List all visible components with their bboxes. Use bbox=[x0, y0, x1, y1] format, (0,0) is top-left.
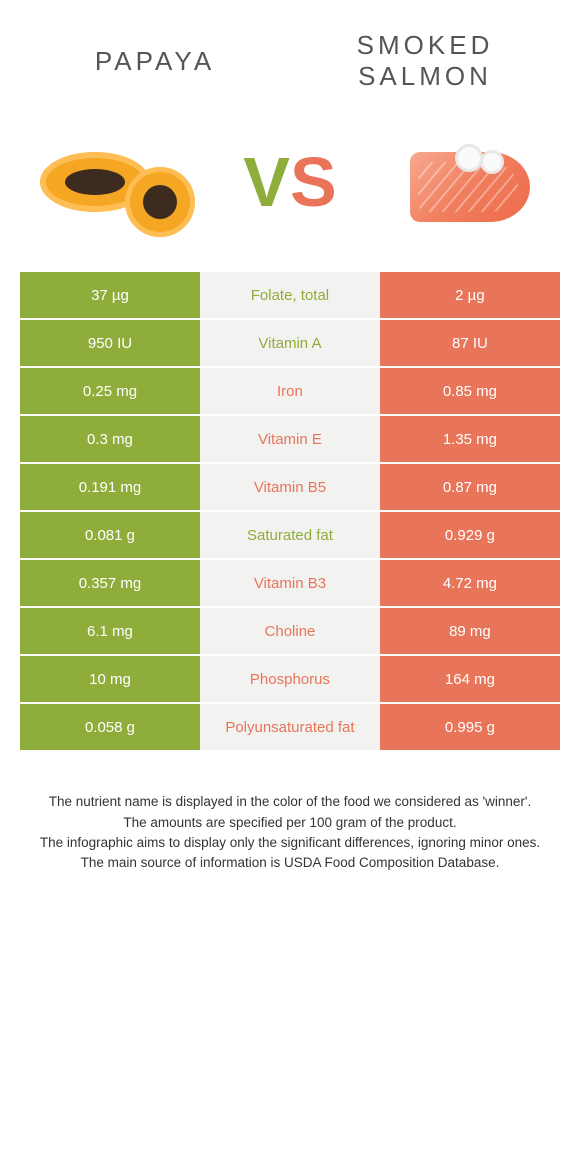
right-value: 2 µg bbox=[380, 272, 560, 318]
left-title: PAPAYA bbox=[34, 46, 277, 77]
table-row: 950 IUVitamin A87 IU bbox=[20, 320, 560, 368]
nutrient-label: Polyunsaturated fat bbox=[200, 704, 380, 750]
footer-notes: The nutrient name is displayed in the co… bbox=[0, 752, 580, 893]
table-row: 0.058 gPolyunsaturated fat0.995 g bbox=[20, 704, 560, 752]
right-value: 1.35 mg bbox=[380, 416, 560, 462]
vs-label: VS bbox=[243, 142, 336, 222]
nutrient-label: Saturated fat bbox=[200, 512, 380, 558]
table-row: 0.25 mgIron0.85 mg bbox=[20, 368, 560, 416]
papaya-image bbox=[30, 122, 200, 242]
footer-line: The nutrient name is displayed in the co… bbox=[30, 792, 550, 812]
left-value: 0.191 mg bbox=[20, 464, 200, 510]
nutrient-label: Phosphorus bbox=[200, 656, 380, 702]
table-row: 10 mgPhosphorus164 mg bbox=[20, 656, 560, 704]
footer-line: The infographic aims to display only the… bbox=[30, 833, 550, 853]
nutrient-label: Folate, total bbox=[200, 272, 380, 318]
right-value: 87 IU bbox=[380, 320, 560, 366]
salmon-image bbox=[380, 122, 550, 242]
left-value: 950 IU bbox=[20, 320, 200, 366]
left-value: 0.25 mg bbox=[20, 368, 200, 414]
table-row: 0.081 gSaturated fat0.929 g bbox=[20, 512, 560, 560]
vs-v: V bbox=[243, 143, 290, 221]
table-row: 0.191 mgVitamin B50.87 mg bbox=[20, 464, 560, 512]
right-value: 0.929 g bbox=[380, 512, 560, 558]
table-row: 6.1 mgCholine89 mg bbox=[20, 608, 560, 656]
table-row: 0.357 mgVitamin B34.72 mg bbox=[20, 560, 560, 608]
nutrient-label: Vitamin B3 bbox=[200, 560, 380, 606]
title-row: PAPAYA SMOKED SALMON bbox=[0, 0, 580, 112]
table-row: 37 µgFolate, total2 µg bbox=[20, 272, 560, 320]
left-value: 0.058 g bbox=[20, 704, 200, 750]
left-value: 0.3 mg bbox=[20, 416, 200, 462]
footer-line: The main source of information is USDA F… bbox=[30, 853, 550, 873]
right-title: SMOKED SALMON bbox=[304, 30, 547, 92]
vs-s: S bbox=[290, 143, 337, 221]
footer-line: The amounts are specified per 100 gram o… bbox=[30, 813, 550, 833]
table-row: 0.3 mgVitamin E1.35 mg bbox=[20, 416, 560, 464]
nutrient-label: Vitamin E bbox=[200, 416, 380, 462]
right-value: 0.85 mg bbox=[380, 368, 560, 414]
right-value: 0.87 mg bbox=[380, 464, 560, 510]
nutrient-label: Vitamin A bbox=[200, 320, 380, 366]
right-value: 89 mg bbox=[380, 608, 560, 654]
left-value: 37 µg bbox=[20, 272, 200, 318]
right-value: 164 mg bbox=[380, 656, 560, 702]
left-value: 10 mg bbox=[20, 656, 200, 702]
nutrient-label: Iron bbox=[200, 368, 380, 414]
nutrient-label: Vitamin B5 bbox=[200, 464, 380, 510]
nutrient-label: Choline bbox=[200, 608, 380, 654]
nutrient-table: 37 µgFolate, total2 µg950 IUVitamin A87 … bbox=[20, 272, 560, 752]
right-value: 4.72 mg bbox=[380, 560, 560, 606]
left-value: 0.081 g bbox=[20, 512, 200, 558]
right-value: 0.995 g bbox=[380, 704, 560, 750]
left-value: 0.357 mg bbox=[20, 560, 200, 606]
left-value: 6.1 mg bbox=[20, 608, 200, 654]
hero-row: VS bbox=[0, 112, 580, 272]
